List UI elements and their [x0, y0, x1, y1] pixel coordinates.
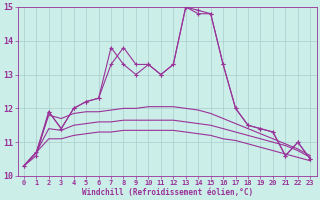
X-axis label: Windchill (Refroidissement éolien,°C): Windchill (Refroidissement éolien,°C) [82, 188, 253, 197]
